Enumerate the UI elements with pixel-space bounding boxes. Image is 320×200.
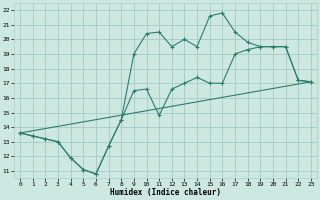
X-axis label: Humidex (Indice chaleur): Humidex (Indice chaleur) xyxy=(110,188,221,197)
